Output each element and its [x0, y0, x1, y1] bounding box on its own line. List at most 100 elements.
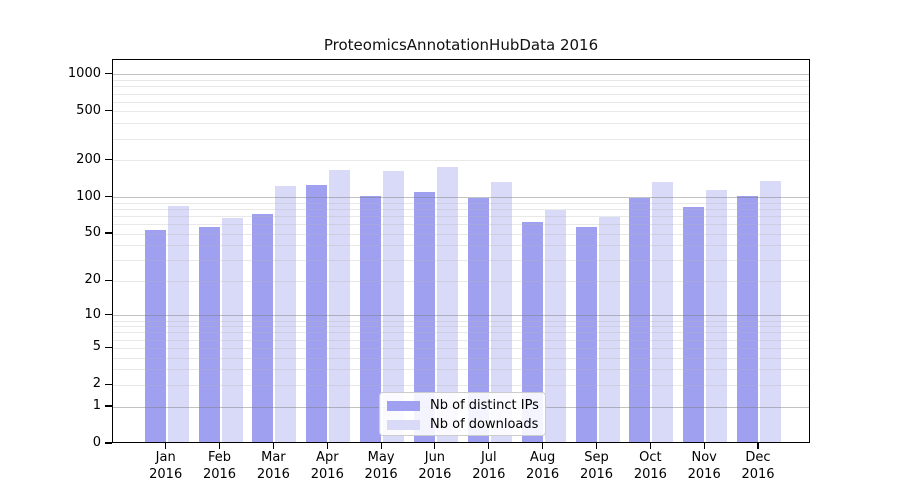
x-tick	[434, 443, 436, 449]
legend-swatch-distinct-ips	[387, 400, 420, 411]
y-gridline-minor	[113, 123, 809, 125]
legend-swatch-downloads	[387, 419, 420, 430]
y-tick	[105, 73, 112, 75]
bar-downloads-nov	[706, 189, 728, 442]
bar-downloads-jan	[167, 206, 189, 442]
bar-downloads-sep	[598, 216, 620, 442]
y-gridline-major	[113, 197, 809, 198]
y-gridline-major	[113, 74, 809, 76]
y-tick-label: 1	[92, 398, 101, 413]
legend: Nb of distinct IPs Nb of downloads	[379, 392, 546, 436]
x-tick	[595, 443, 598, 449]
y-tick-label: 5	[92, 339, 101, 355]
y-gridline-minor	[113, 208, 809, 210]
y-tick	[105, 442, 112, 444]
y-tick-label: 100	[76, 188, 101, 204]
x-tick	[488, 443, 490, 449]
y-gridline-minor	[113, 320, 809, 322]
chart-title: ProteomicsAnnotationHubData 2016	[323, 36, 599, 54]
x-tick-label-feb: Feb 2016	[202, 450, 237, 482]
y-gridline-minor	[113, 138, 809, 140]
y-gridline-minor	[113, 223, 809, 225]
bar-distinct-ips-oct	[629, 198, 651, 442]
bar-downloads-may	[383, 170, 405, 442]
bar-downloads-oct	[652, 181, 674, 442]
bar-downloads-dec	[760, 181, 782, 442]
x-tick-label-mar: Mar 2016	[256, 450, 290, 482]
x-tick-label-may: May 2016	[364, 450, 398, 482]
y-gridline-minor	[113, 202, 809, 204]
x-tick-label-jul: Jul 2016	[472, 450, 506, 482]
bar-downloads-mar	[275, 185, 297, 442]
x-tick-label-nov: Nov 2016	[687, 450, 721, 482]
plot-area	[112, 59, 810, 443]
bar-distinct-ips-may	[360, 195, 382, 442]
x-tick	[326, 443, 328, 449]
legend-label-downloads: Nb of downloads	[430, 417, 539, 432]
bar-downloads-apr	[329, 169, 351, 442]
y-gridline-minor	[113, 347, 809, 349]
x-tick-label-oct: Oct 2016	[633, 450, 667, 482]
y-gridline-minor	[113, 101, 809, 103]
y-tick	[105, 110, 112, 112]
x-tick-label-apr: Apr 2016	[310, 450, 344, 482]
y-tick-label: 500	[76, 102, 101, 118]
y-tick	[105, 346, 112, 348]
y-gridline-minor	[113, 93, 809, 95]
y-gridline-minor	[113, 326, 809, 328]
y-tick	[105, 232, 112, 234]
bar-distinct-ips-jun	[413, 192, 435, 442]
bar-distinct-ips-aug	[521, 222, 543, 442]
bar-distinct-ips-mar	[252, 214, 274, 442]
y-gridline-minor	[113, 245, 809, 247]
y-gridline-minor	[113, 160, 809, 162]
legend-row-distinct-ips: Nb of distinct IPs	[380, 396, 545, 415]
x-tick	[272, 443, 274, 449]
x-tick	[165, 443, 167, 449]
bar-distinct-ips-jan	[144, 229, 166, 442]
x-tick	[380, 443, 382, 449]
bar-distinct-ips-dec	[737, 195, 759, 442]
y-gridline-minor	[113, 111, 809, 113]
y-tick-label: 50	[84, 225, 101, 240]
legend-row-downloads: Nb of downloads	[380, 415, 545, 434]
x-tick-label-dec: Dec 2016	[741, 450, 775, 482]
y-gridline-minor	[113, 332, 809, 334]
y-tick	[105, 314, 112, 316]
y-gridline-minor	[113, 280, 809, 282]
y-tick-label: 1000	[67, 65, 101, 81]
y-gridline-minor	[113, 86, 809, 88]
y-gridline-minor	[113, 384, 809, 386]
y-tick-label: 0	[92, 435, 101, 450]
y-gridline-minor	[113, 215, 809, 217]
x-tick-label-sep: Sep 2016	[579, 450, 614, 482]
y-tick-label: 10	[84, 306, 101, 322]
x-tick	[757, 443, 759, 449]
y-tick-label: 200	[76, 151, 101, 167]
bar-distinct-ips-sep	[575, 227, 597, 442]
y-gridline-minor	[113, 233, 809, 235]
x-tick-label-jan: Jan 2016	[149, 450, 183, 482]
y-gridline-minor	[113, 369, 809, 371]
x-tick-label-jun: Jun 2016	[418, 450, 452, 482]
y-tick	[105, 159, 112, 161]
bar-distinct-ips-nov	[683, 207, 705, 442]
x-tick	[218, 443, 221, 449]
y-gridline-minor	[113, 357, 809, 359]
y-gridline-minor	[113, 260, 809, 262]
y-tick	[105, 279, 112, 281]
y-tick	[105, 405, 112, 407]
y-tick	[105, 195, 112, 198]
bar-distinct-ips-apr	[306, 184, 328, 442]
bar-distinct-ips-jul	[467, 197, 489, 442]
bar-downloads-aug	[544, 210, 566, 442]
legend-label-distinct-ips: Nb of distinct IPs	[430, 398, 539, 413]
bar-downloads-feb	[221, 218, 243, 442]
y-tick-label: 2	[92, 376, 101, 392]
bar-downloads-jul	[490, 181, 512, 442]
x-tick	[703, 443, 705, 449]
x-tick-label-aug: Aug 2016	[526, 450, 560, 482]
x-tick	[542, 443, 544, 449]
y-gridline-minor	[113, 339, 809, 341]
